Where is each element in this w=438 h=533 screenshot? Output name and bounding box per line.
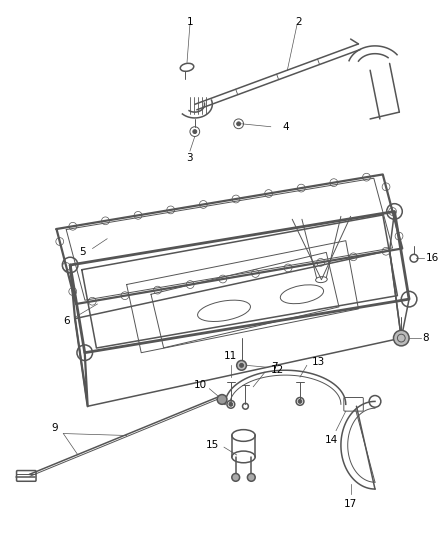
Text: 2: 2 — [296, 17, 302, 27]
Text: 17: 17 — [344, 499, 357, 509]
Circle shape — [193, 130, 197, 134]
Text: 1: 1 — [187, 17, 193, 27]
Text: 15: 15 — [206, 440, 219, 450]
Text: 13: 13 — [312, 358, 325, 367]
Text: 16: 16 — [426, 253, 438, 263]
Text: 14: 14 — [325, 435, 338, 446]
Circle shape — [247, 473, 255, 481]
Circle shape — [229, 402, 233, 406]
Text: 12: 12 — [271, 365, 284, 375]
Circle shape — [237, 360, 247, 370]
Circle shape — [232, 473, 240, 481]
Circle shape — [217, 394, 227, 405]
Text: 10: 10 — [193, 380, 206, 390]
Circle shape — [240, 364, 244, 367]
Text: 3: 3 — [187, 153, 193, 163]
FancyBboxPatch shape — [344, 398, 363, 411]
Text: 9: 9 — [52, 423, 58, 433]
Circle shape — [298, 399, 302, 403]
Text: 5: 5 — [79, 247, 86, 257]
Text: 7: 7 — [271, 362, 277, 373]
Circle shape — [237, 122, 240, 126]
Circle shape — [393, 330, 409, 346]
Text: 11: 11 — [224, 351, 237, 361]
Text: 8: 8 — [423, 333, 429, 343]
Text: 6: 6 — [64, 316, 70, 326]
Text: 4: 4 — [283, 122, 289, 132]
FancyBboxPatch shape — [17, 471, 36, 481]
